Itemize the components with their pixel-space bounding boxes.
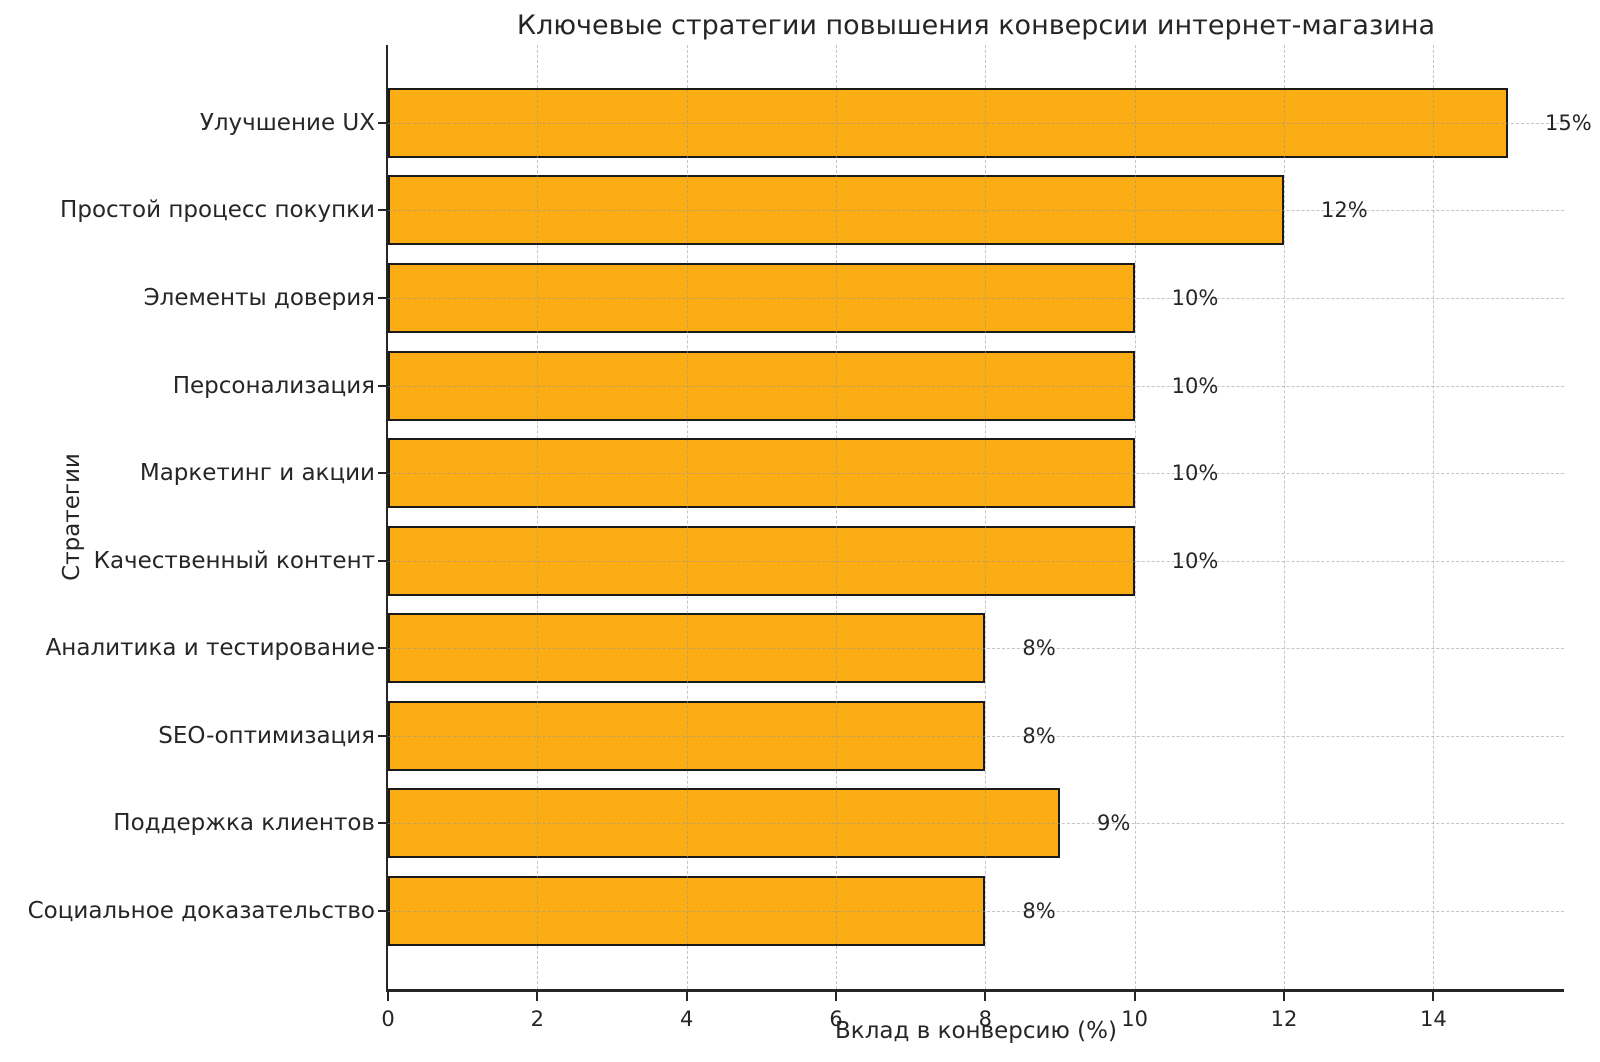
horizontal-gridline <box>388 911 1564 913</box>
vertical-gridline <box>1433 45 1435 989</box>
y-axis-label: Стратегии <box>58 453 85 581</box>
category-label: Маркетинг и акции <box>139 460 375 487</box>
y-tick-mark <box>378 384 388 387</box>
x-tick-mark <box>984 992 987 1001</box>
x-tick-label: 14 <box>1419 1007 1447 1031</box>
vertical-gridline <box>1134 45 1136 989</box>
y-tick-mark <box>378 910 388 913</box>
x-axis-spine <box>386 989 1564 992</box>
x-tick-mark <box>835 992 837 1001</box>
horizontal-gridline <box>388 210 1564 212</box>
category-label: Персонализация <box>172 372 375 399</box>
horizontal-gridline <box>388 122 1564 124</box>
category-label: Аналитика и тестирование <box>45 635 375 662</box>
horizontal-gridline <box>388 560 1564 562</box>
value-label: 10% <box>1171 461 1219 486</box>
y-tick-mark <box>378 297 388 300</box>
horizontal-gridline <box>388 385 1564 387</box>
category-label: Улучшение UX <box>199 109 375 136</box>
vertical-gridline <box>537 45 539 989</box>
x-tick-label: 10 <box>1121 1007 1149 1031</box>
category-label: Простой процесс покупки <box>60 197 375 224</box>
x-tick-mark <box>1133 992 1136 1001</box>
y-tick-mark <box>378 209 388 212</box>
vertical-gridline <box>836 45 837 989</box>
x-tick-label: 6 <box>829 1007 843 1031</box>
value-label: 10% <box>1171 373 1219 398</box>
category-label: Элементы доверия <box>143 285 375 312</box>
value-label: 15% <box>1545 110 1592 135</box>
y-tick-mark <box>378 822 388 825</box>
horizontal-gridline <box>388 648 1564 650</box>
vertical-gridline <box>985 45 987 989</box>
x-tick-label: 8 <box>978 1007 993 1031</box>
x-tick-label: 12 <box>1270 1007 1298 1031</box>
x-tick-label: 2 <box>530 1007 545 1031</box>
category-label: Качественный контент <box>93 547 375 574</box>
horizontal-gridline <box>388 473 1564 475</box>
category-label: Поддержка клиентов <box>113 810 375 837</box>
value-label: 12% <box>1321 198 1368 223</box>
value-label: 10% <box>1171 286 1219 311</box>
value-label: 8% <box>1022 899 1056 924</box>
x-axis-label: Вклад в конверсию (%) <box>835 1018 1117 1044</box>
y-axis-spine <box>386 45 388 991</box>
y-tick-mark <box>378 559 388 562</box>
vertical-gridline <box>1284 45 1285 989</box>
chart-title: Ключевые стратегии повышения конверсии и… <box>516 10 1436 41</box>
horizontal-gridline <box>388 298 1564 300</box>
horizontal-gridline <box>388 735 1564 737</box>
plot-area: 0 2 4 6 8 10 12 14 Улучшение UX 15% Простой процес… <box>28 45 1592 1031</box>
value-label: 8% <box>1022 723 1056 748</box>
x-tick-mark <box>685 992 688 1001</box>
value-label: 9% <box>1097 811 1131 836</box>
x-tick-mark <box>536 992 539 1001</box>
x-tick-mark <box>1432 992 1435 1001</box>
vertical-gridline <box>686 45 688 989</box>
y-tick-mark <box>378 734 388 737</box>
x-tick-label: 4 <box>679 1007 694 1031</box>
x-tick-mark <box>1283 992 1285 1001</box>
y-tick-mark <box>378 121 388 124</box>
x-tick-label: 0 <box>381 1007 395 1031</box>
y-tick-mark <box>378 472 388 475</box>
category-label: Социальное доказательство <box>27 898 375 925</box>
horizontal-gridline <box>388 823 1564 825</box>
x-tick-mark <box>387 992 389 1001</box>
y-tick-mark <box>378 647 388 650</box>
value-label: 10% <box>1171 548 1219 573</box>
category-label: SEO-оптимизация <box>158 722 375 749</box>
value-label: 8% <box>1022 636 1056 661</box>
